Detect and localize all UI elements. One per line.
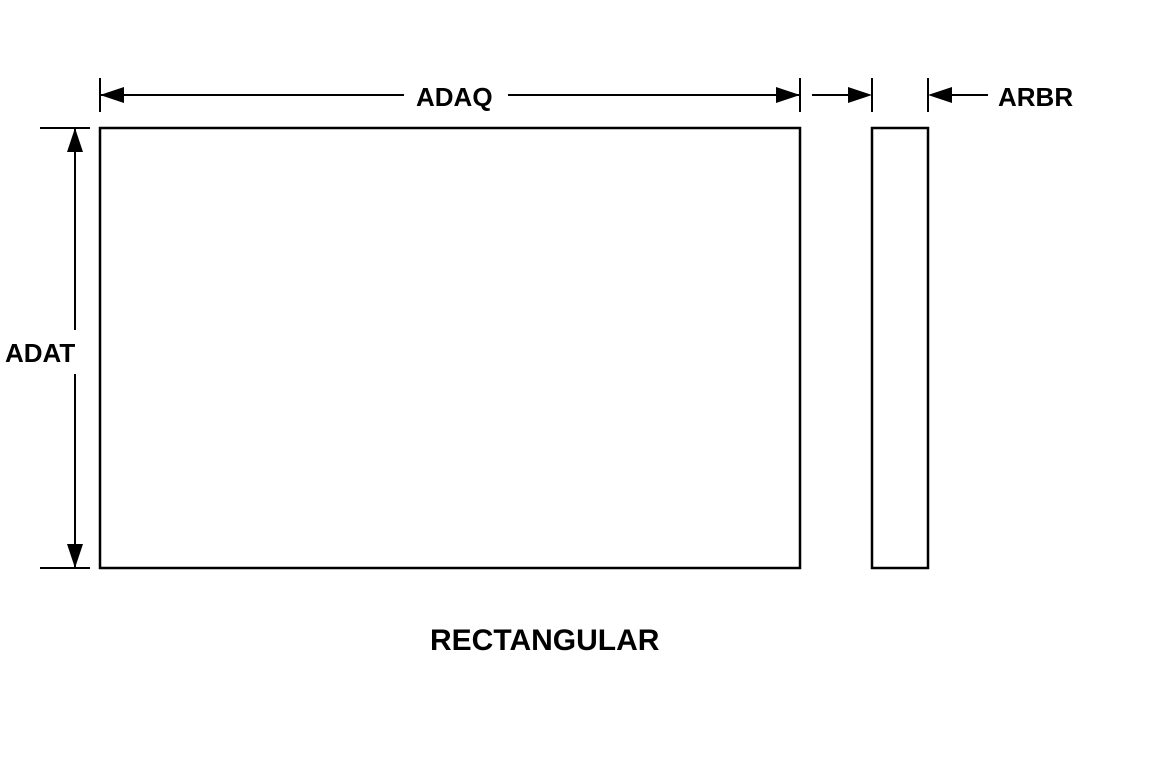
height-dimension-label: ADAT <box>5 338 75 369</box>
thickness-dimension-label: ARBR <box>998 82 1073 113</box>
dimension-diagram: ADAQ ADAT ARBR RECTANGULAR <box>0 0 1164 772</box>
width-dimension-label: ADAQ <box>416 82 493 113</box>
diagram-title: RECTANGULAR <box>430 624 659 658</box>
